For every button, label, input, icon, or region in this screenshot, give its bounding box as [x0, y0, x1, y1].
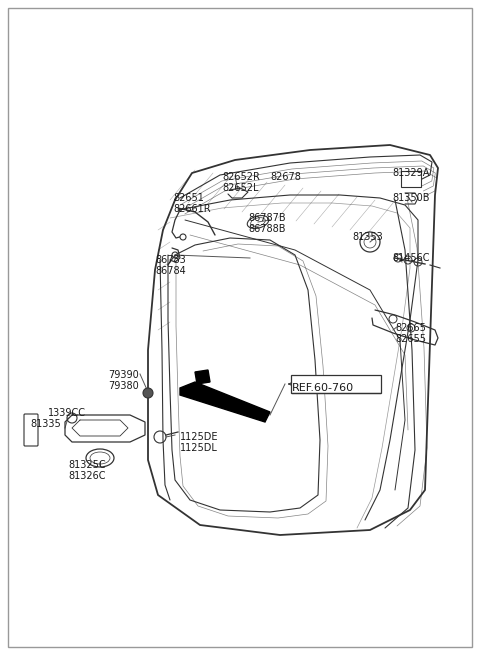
FancyBboxPatch shape [401, 171, 421, 187]
Text: 81353: 81353 [352, 232, 383, 242]
Text: 82661R: 82661R [173, 204, 211, 214]
Text: 1339CC: 1339CC [48, 408, 86, 418]
Text: 79390: 79390 [108, 370, 139, 380]
Text: 81456C: 81456C [392, 253, 430, 263]
Text: 82652R: 82652R [222, 172, 260, 182]
Circle shape [180, 234, 186, 240]
Text: 86787B: 86787B [248, 213, 286, 223]
Text: 81329A: 81329A [392, 168, 430, 178]
Polygon shape [180, 382, 270, 422]
Text: 1125DL: 1125DL [180, 443, 218, 453]
Text: 81326C: 81326C [68, 471, 106, 481]
Text: 86784: 86784 [155, 266, 186, 276]
Text: 81335: 81335 [30, 419, 61, 429]
Text: REF.60-760: REF.60-760 [292, 383, 354, 393]
Text: 86783: 86783 [155, 255, 186, 265]
Text: 82651: 82651 [173, 193, 204, 203]
Text: 81325C: 81325C [68, 460, 106, 470]
Text: 82652L: 82652L [222, 183, 259, 193]
Polygon shape [195, 370, 210, 384]
Text: 82655: 82655 [395, 334, 426, 344]
Text: 82665: 82665 [395, 323, 426, 333]
Text: 79380: 79380 [108, 381, 139, 391]
Text: 86788B: 86788B [248, 224, 286, 234]
Text: 82678: 82678 [270, 172, 301, 182]
Text: 81350B: 81350B [392, 193, 430, 203]
FancyBboxPatch shape [24, 414, 38, 446]
Circle shape [143, 388, 153, 398]
FancyBboxPatch shape [291, 375, 381, 393]
Text: 1125DE: 1125DE [180, 432, 218, 442]
